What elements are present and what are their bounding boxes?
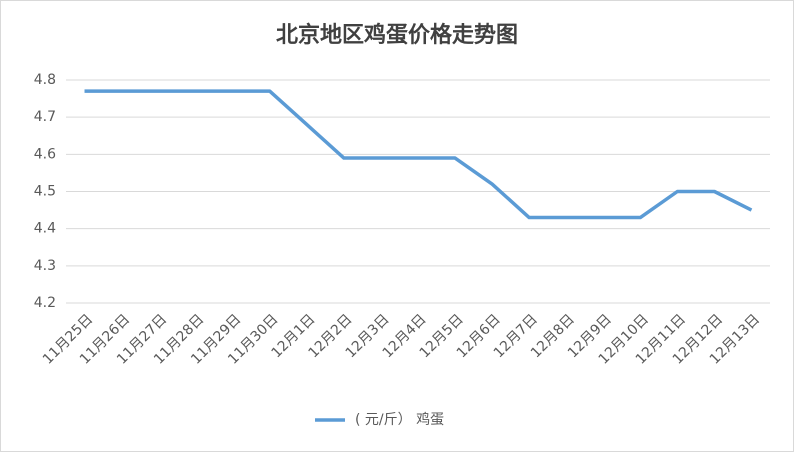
y-tick-label: 4.5 [34, 184, 56, 200]
y-tick-label: 4.4 [34, 221, 56, 237]
y-tick-label: 4.8 [34, 72, 56, 88]
y-tick-label: 4.7 [34, 109, 56, 125]
chart-title: 北京地区鸡蛋价格走势图 [276, 22, 518, 48]
y-tick-label: 4.6 [34, 146, 56, 162]
line-series [84, 89, 753, 220]
legend-label: ( 元/斤） 鸡蛋 [355, 411, 444, 428]
y-tick-label: 4.2 [34, 295, 56, 311]
y-tick-label: 4.3 [34, 258, 56, 274]
